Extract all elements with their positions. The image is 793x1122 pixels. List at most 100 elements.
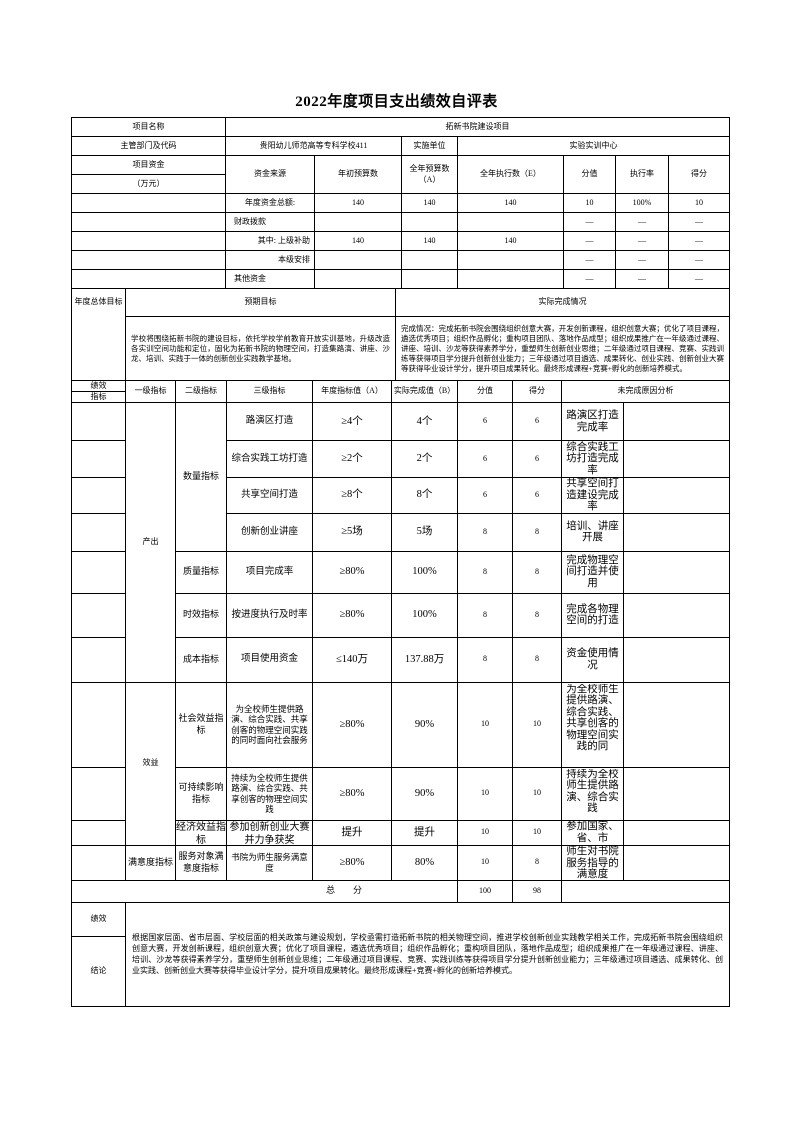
funds-label-line2: （万元） [71, 174, 226, 194]
empty-cell [71, 844, 126, 881]
target-cell: ≤140万 [312, 636, 392, 683]
empty-cell [71, 766, 126, 821]
actual-cell: 100% [391, 550, 458, 594]
empty-cell [71, 231, 226, 251]
indicator-row: 满意度指标 服务对象满意度指标 书院为师生服务满意度 ≥80% 80% 10 8… [71, 844, 730, 881]
level2-cell: 可持续影响指标 [175, 766, 227, 821]
fund-row-label: 其他资金 [225, 269, 315, 289]
empty-cell [623, 819, 730, 846]
level2-cell: 时效指标 [175, 592, 227, 638]
col-header-score: 得分 [668, 155, 730, 194]
score-cell: 6 [512, 402, 562, 441]
score-cell: 8 [512, 636, 562, 683]
actual-cell: 80% [391, 844, 458, 881]
empty-cell [71, 477, 126, 514]
empty-cell [623, 681, 730, 768]
fund-score-value: — [563, 250, 616, 270]
reason-cell: 师生对书院服务指导的满意度 [561, 844, 624, 881]
total-score: 98 [512, 879, 562, 903]
score-cell: 10 [512, 819, 562, 846]
empty-cell [623, 844, 730, 881]
fund-budget [401, 250, 458, 270]
col-header-fund-source: 资金来源 [225, 155, 315, 194]
total-row: 总 分 100 98 [71, 879, 730, 903]
empty-cell [623, 402, 730, 441]
indicator-row: 共享空间打造 ≥8个 8个 6 6 共享空间打造建设完成率 [71, 477, 730, 514]
fund-initial [314, 250, 402, 270]
target-cell: ≥80% [312, 844, 392, 881]
reason-cell: 综合实践工坊打造完成率 [561, 440, 624, 478]
fund-score: — [668, 250, 730, 270]
fund-exec [457, 250, 564, 270]
empty-cell [623, 440, 730, 478]
fund-exec-rate: 100% [615, 193, 669, 213]
score-cell: 10 [512, 766, 562, 821]
level2-cell: 经济效益指标 [175, 819, 227, 846]
level3-cell: 参加创新创业大赛并力争获奖 [226, 819, 313, 846]
reason-text: 参加国家、省、市 [566, 821, 619, 844]
empty-cell [623, 477, 730, 514]
empty-cell [71, 592, 126, 638]
col-header-score-value: 分值 [563, 155, 616, 194]
level2-cell: 质量指标 [175, 550, 227, 594]
actual-cell: 90% [391, 681, 458, 768]
reason-cell: 完成各物理空间的打造 [561, 592, 624, 638]
indicator-row: 产出 数量指标 路演区打造 ≥4个 4个 6 6 路演区打造完成率 [71, 402, 730, 683]
empty-cell [71, 440, 126, 478]
score-value-cell: 10 [457, 766, 513, 821]
level3-text: 参加创新创业大赛并力争获奖 [229, 822, 310, 844]
empty-cell [623, 592, 730, 638]
empty-cell [623, 550, 730, 594]
conclusion-label-line1: 绩效 [71, 901, 126, 937]
indicator-row: 经济效益指标 参加创新创业大赛并力争获奖 提升 提升 10 10 参加国家、省、… [71, 819, 730, 846]
score-value-cell: 8 [457, 550, 513, 594]
target-cell: ≥80% [312, 766, 392, 821]
reason-text: 持续为全校师生提供路演、综合实践 [566, 768, 619, 815]
level2-cell: 服务对象满意度指标 [175, 844, 227, 881]
score-value-cell: 8 [457, 636, 513, 683]
level3-header: 三级指标 [226, 380, 313, 403]
empty-cell [71, 636, 126, 683]
score-value-cell: 6 [457, 402, 513, 441]
target-cell: ≥2个 [312, 440, 392, 478]
level3-cell: 创新创业讲座 [226, 512, 313, 552]
score-value-cell: 8 [457, 592, 513, 638]
indicator-row: 综合实践工坊打造 ≥2个 2个 6 6 综合实践工坊打造完成率 [71, 440, 730, 478]
actual-cell: 2个 [391, 440, 458, 478]
score-cell: 8 [512, 844, 562, 881]
target-cell: ≥5场 [312, 512, 392, 552]
reason-cell: 路演区打造完成率 [561, 402, 624, 441]
indicators-corner-line2: 指标 [90, 392, 107, 401]
fund-budget: 140 [401, 231, 458, 251]
conclusion-label-line2: 结论 [71, 935, 126, 1007]
score-value-header: 分值 [457, 380, 513, 403]
fund-budget: 140 [401, 193, 458, 213]
empty-cell [623, 766, 730, 821]
indicator-row: 质量指标 项目完成率 ≥80% 100% 8 8 完成物理空间打造并使用 [71, 550, 730, 594]
annual-goal-label: 年度总体目标 [71, 288, 126, 381]
reason-text: 为全校师生提供路演、综合实践、共享创客的物理空间实践的同 [566, 683, 619, 753]
fund-score: 10 [668, 193, 730, 213]
level2-cell: 成本指标 [175, 636, 227, 683]
reason-cell: 持续为全校师生提供路演、综合实践 [561, 766, 624, 821]
fund-score-value: — [563, 212, 616, 232]
actual-cell: 137.88万 [391, 636, 458, 683]
expected-goal-text: 学校将围绕拓新书院的建设目标，依托学校学前教育开放实训基地，升级改造各实训空间功… [125, 316, 396, 381]
empty-cell [71, 269, 226, 289]
empty-cell [71, 212, 226, 232]
reason-cell: 为全校师生提供路演、综合实践、共享创客的物理空间实践的同 [561, 681, 624, 768]
indicator-row: 效益 社会效益指标 为全校师生提供路演、综合实践、共享创客的物理空间实践的同时面… [71, 681, 730, 846]
empty-cell [71, 550, 126, 594]
fund-row-label: 财政拨款 [225, 212, 315, 232]
fund-score-value: — [563, 269, 616, 289]
project-info-table: 项目名称 拓新书院建设项目 主管部门及代码 贵阳幼儿师范高等专科学校411 实施… [71, 117, 730, 289]
col-header-annual-exec: 全年执行数（E） [457, 155, 564, 194]
level2-cell: 数量指标 [175, 402, 227, 552]
fund-exec: 140 [457, 231, 564, 251]
fund-exec [457, 212, 564, 232]
actual-cell: 4个 [391, 402, 458, 441]
actual-completion-header: 实际完成情况 [395, 288, 730, 317]
funds-label-line1: 项目资金 [71, 155, 226, 175]
fund-budget [401, 269, 458, 289]
reason-cell: 培训、讲座开展 [561, 512, 624, 552]
